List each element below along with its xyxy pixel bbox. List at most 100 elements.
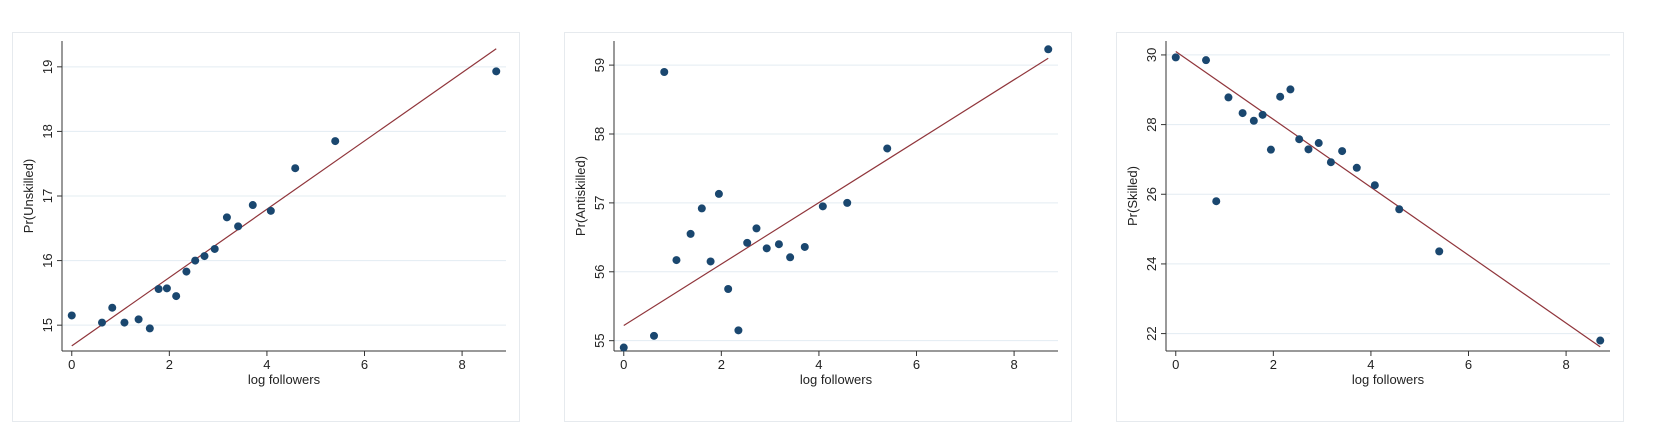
x-tick-label: 2 <box>1270 357 1277 372</box>
scatter-point <box>1304 145 1313 154</box>
x-tick-label: 4 <box>815 357 822 372</box>
y-tick-label: 15 <box>40 318 55 332</box>
scatter-point <box>1295 135 1304 144</box>
scatter-point <box>108 303 117 312</box>
scatter-point <box>619 343 628 352</box>
y-tick-label: 26 <box>1144 187 1159 201</box>
scatter-point <box>706 257 715 266</box>
x-axis-title: log followers <box>1352 372 1425 387</box>
x-tick-label: 2 <box>718 357 725 372</box>
fit-line <box>623 57 1049 327</box>
scatter-point <box>266 206 275 215</box>
x-axis-title: log followers <box>800 372 873 387</box>
y-axis-title: Pr(Antiskilled) <box>573 156 588 236</box>
scatter-point <box>1435 247 1444 256</box>
x-axis-title: log followers <box>248 372 321 387</box>
y-tick-label: 58 <box>592 127 607 141</box>
scatter-point <box>697 204 706 213</box>
x-tick-label: 6 <box>913 357 920 372</box>
scatter-point <box>752 224 761 233</box>
scatter-point <box>1370 181 1379 190</box>
y-tick-label: 55 <box>592 333 607 347</box>
scatter-point <box>210 244 219 253</box>
x-tick-label: 2 <box>166 357 173 372</box>
y-tick-label: 24 <box>1144 257 1159 271</box>
scatter-point <box>1238 109 1247 118</box>
scatter-point <box>154 285 163 293</box>
scatter-point <box>1338 147 1347 156</box>
scatter-plot-antiskilled: 55 56 57 58 59 0 2 4 6 8 log followers Pr(Antiskill… <box>573 41 1058 387</box>
y-tick-label: 56 <box>592 265 607 279</box>
scatter-point <box>672 256 681 265</box>
scatter-point <box>883 144 892 153</box>
scatter-point <box>1266 145 1275 154</box>
scatter-point <box>331 137 340 146</box>
scatter-point <box>191 256 200 265</box>
scatter-plot-unskilled: 15 16 17 18 19 0 2 4 6 8 log followers Pr(Unskilled… <box>21 41 506 387</box>
y-tick-label: 16 <box>40 253 55 267</box>
scatter-point <box>1044 45 1053 54</box>
scatter-point <box>774 240 783 249</box>
x-tick-label: 0 <box>68 357 75 372</box>
fit-line <box>1175 50 1601 348</box>
scatter-point <box>1286 85 1295 94</box>
y-tick-label: 22 <box>1144 326 1159 340</box>
scatter-point <box>1314 139 1323 148</box>
scatter-point <box>134 315 143 324</box>
scatter-point <box>200 252 209 261</box>
y-tick-label: 17 <box>40 189 55 203</box>
scatter-point <box>743 238 752 247</box>
scatter-point <box>650 331 659 340</box>
x-tick-label: 4 <box>263 357 270 372</box>
y-axis-title: Pr(Skilled) <box>1125 166 1140 226</box>
scatter-point <box>98 318 107 327</box>
scatter-point <box>1249 116 1258 125</box>
scatter-point <box>1202 56 1211 65</box>
scatter-point <box>843 198 852 207</box>
scatter-point <box>1326 158 1335 167</box>
x-tick-label: 4 <box>1367 357 1374 372</box>
scatter-point <box>1596 336 1605 345</box>
scatter-point <box>1395 205 1404 214</box>
scatter-point <box>714 189 723 198</box>
scatter-point <box>1212 197 1221 206</box>
scatter-point <box>1171 53 1180 62</box>
chart-panel-antiskilled: 55 56 57 58 59 0 2 4 6 8 log followers Pr(Antiskill… <box>564 32 1072 422</box>
x-tick-label: 6 <box>1465 357 1472 372</box>
x-tick-label: 8 <box>1010 357 1017 372</box>
scatter-point <box>1352 163 1361 172</box>
x-tick-label: 0 <box>620 357 627 372</box>
scatter-point <box>660 68 669 76</box>
y-axis-title: Pr(Unskilled) <box>21 159 36 233</box>
y-tick-label: 28 <box>1144 117 1159 131</box>
scatter-point <box>818 202 827 211</box>
scatter-point <box>67 311 76 320</box>
scatter-point <box>222 213 231 222</box>
x-tick-label: 8 <box>458 357 465 372</box>
x-tick-label: 6 <box>361 357 368 372</box>
scatter-point <box>762 244 771 253</box>
y-tick-label: 57 <box>592 196 607 210</box>
scatter-point <box>786 253 795 262</box>
scatter-point <box>1258 110 1267 119</box>
chart-panel-skilled: 22 24 26 28 30 0 2 4 6 8 log followers Pr(Skilled) <box>1116 32 1624 422</box>
scatter-point <box>492 67 501 76</box>
scatter-point <box>120 318 129 327</box>
scatter-point <box>145 324 154 333</box>
scatter-point <box>724 285 733 293</box>
scatter-point <box>248 201 257 210</box>
scatter-point <box>172 292 181 301</box>
scatter-point <box>182 267 191 276</box>
scatter-point <box>686 229 695 238</box>
y-tick-label: 30 <box>1144 48 1159 62</box>
scatter-point <box>800 242 809 251</box>
scatter-point <box>234 222 243 231</box>
fit-line <box>71 48 497 347</box>
scatter-point <box>734 326 743 335</box>
scatter-point <box>1276 92 1285 101</box>
x-tick-label: 8 <box>1562 357 1569 372</box>
scatter-point <box>162 284 171 293</box>
scatter-point <box>291 164 300 173</box>
y-tick-label: 18 <box>40 124 55 138</box>
